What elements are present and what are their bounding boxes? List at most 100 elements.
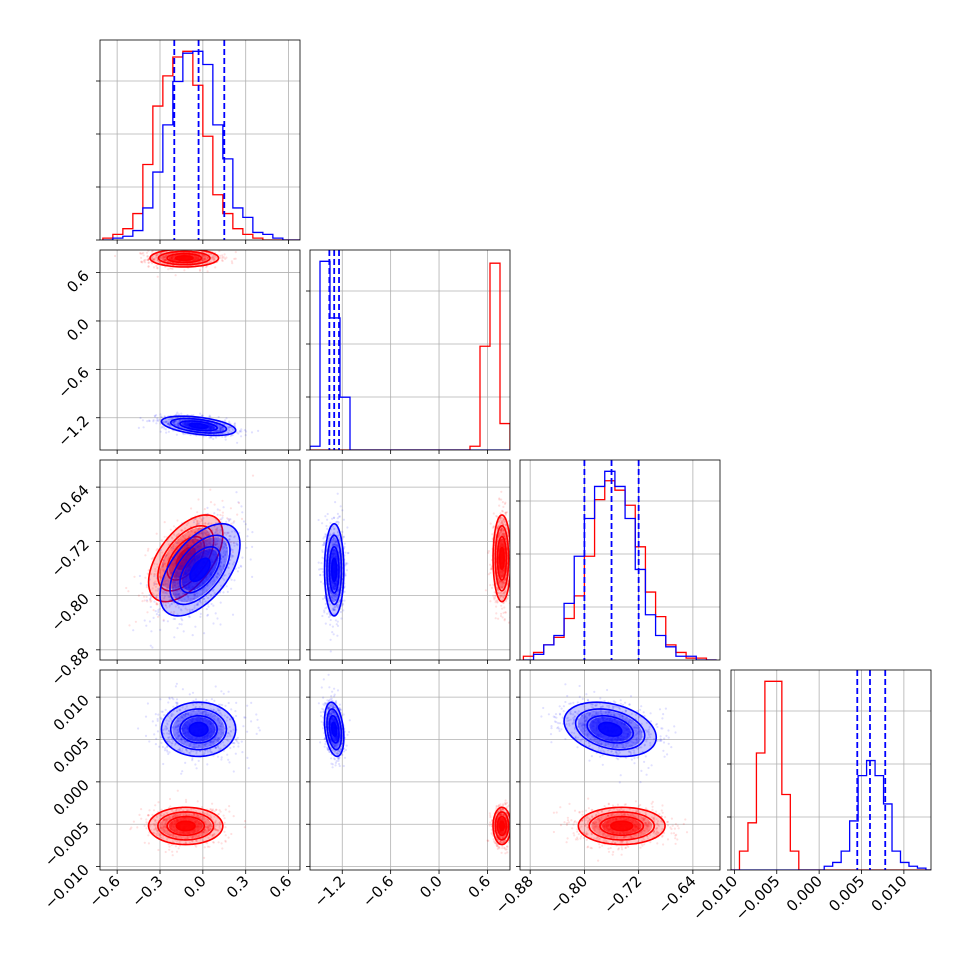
sample-point [176, 248, 178, 250]
sample-point [504, 611, 507, 614]
sample-point [180, 565, 183, 568]
sample-point [162, 568, 165, 571]
sample-point [154, 415, 157, 418]
sample-point [155, 255, 158, 258]
sample-point [251, 531, 254, 534]
sample-point [181, 535, 185, 538]
sample-point [164, 576, 167, 579]
sample-point [232, 542, 235, 545]
sample-point [205, 266, 208, 269]
sample-point [237, 566, 240, 569]
sample-point [220, 259, 224, 262]
sample-point [176, 519, 179, 522]
sample-point [231, 550, 234, 554]
sample-point [225, 550, 228, 553]
sample-point [503, 581, 506, 584]
sample-point [502, 529, 505, 532]
sample-point [499, 595, 502, 598]
sample-point [177, 541, 180, 544]
sample-point [178, 576, 181, 579]
sample-point [205, 543, 208, 546]
sample-point [157, 253, 160, 256]
sample-point [171, 582, 174, 585]
sample-point [233, 520, 236, 523]
sample-point [211, 580, 214, 583]
sample-point [231, 427, 234, 430]
sample-point [181, 553, 184, 556]
sample-point [217, 415, 220, 419]
sample-point [510, 525, 512, 527]
sample-point [207, 605, 210, 608]
sample-point [149, 644, 152, 647]
sample-point [179, 571, 182, 574]
sample-point [223, 540, 227, 543]
sample-point [156, 563, 159, 566]
blue-contour [189, 557, 211, 583]
sample-point [499, 614, 503, 618]
sample-point [140, 252, 144, 255]
sample-point [164, 603, 167, 607]
sample-point [203, 258, 206, 261]
sample-point [497, 580, 501, 583]
sample-point [154, 589, 158, 592]
sample-point [186, 600, 189, 603]
sample-point [200, 253, 203, 257]
sample-point [228, 429, 231, 432]
sample-point [178, 420, 181, 423]
sample-point [500, 521, 503, 524]
sample-point [199, 612, 202, 615]
sample-point [200, 536, 203, 539]
sample-point [164, 255, 167, 259]
sample-point [167, 595, 170, 598]
sample-point [203, 257, 206, 260]
sample-point [212, 256, 215, 259]
sample-point [341, 509, 344, 512]
sample-point [181, 529, 184, 532]
sample-point [216, 536, 220, 539]
sample-point [143, 599, 146, 602]
sample-point [500, 599, 504, 602]
sample-point [189, 600, 192, 603]
sample-point [162, 591, 165, 594]
sample-point [170, 556, 173, 559]
sample-point [145, 595, 148, 598]
sample-point [240, 517, 244, 520]
sample-point [137, 594, 140, 597]
sample-point [501, 580, 504, 583]
sample-point [226, 590, 229, 593]
sample-point [204, 258, 207, 261]
sample-point [146, 600, 149, 603]
sample-point [229, 434, 232, 437]
sample-point [155, 594, 159, 597]
sample-point [193, 606, 196, 609]
sample-point [230, 548, 233, 551]
sample-point [201, 533, 205, 536]
sample-point [173, 584, 177, 587]
sample-point [161, 569, 164, 572]
sample-point [202, 257, 206, 260]
sample-point [194, 247, 196, 249]
sample-point [147, 258, 150, 261]
sample-point [500, 529, 503, 532]
sample-point [500, 490, 503, 493]
sample-point [193, 531, 196, 534]
sample-point [225, 550, 228, 553]
sample-point [165, 258, 168, 261]
sample-point [208, 247, 210, 249]
sample-point [171, 600, 174, 603]
sample-point [501, 585, 504, 588]
sample-point [189, 533, 192, 536]
sample-point [490, 568, 493, 571]
sample-point [195, 546, 198, 549]
sample-point [152, 420, 155, 423]
sample-point [216, 542, 219, 545]
sample-point [147, 258, 150, 261]
sample-point [203, 597, 206, 600]
sample-point [329, 618, 332, 622]
sample-point [203, 508, 206, 511]
sample-point [231, 548, 234, 552]
sample-point [503, 534, 506, 537]
sample-point [157, 608, 160, 612]
sample-point [150, 557, 153, 560]
sample-point [146, 420, 149, 423]
